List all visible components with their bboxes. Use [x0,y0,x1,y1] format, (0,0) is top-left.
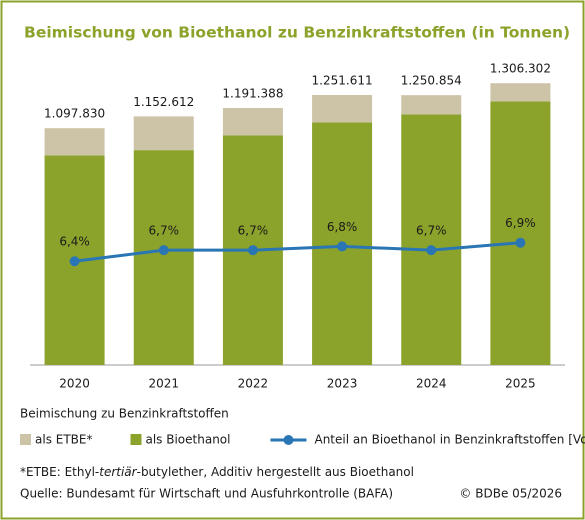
footnote-part: tertiär [99,465,137,479]
point-label: 6,7% [238,224,269,238]
legend-title: Beimischung zu Benzinkraftstoffen [20,407,229,421]
legend-label: als ETBE* [35,433,92,447]
line [74,241,521,263]
total-label: 1.191.388 [222,87,283,101]
total-label: 1.306.302 [490,62,551,76]
bar-segment [133,116,194,151]
line-point [247,245,258,256]
line-point [158,245,169,256]
copyright: © BDBe 05/2026 [459,487,562,501]
point-label: 6,7% [416,224,447,238]
line-point [337,241,348,252]
point-label: 6,9% [505,216,536,230]
footnote: *ETBE: Ethyl-tertiär-butylether, Additiv… [20,465,414,479]
source: Quelle: Bundesamt für Wirtschaft und Aus… [20,487,393,501]
x-tick-label: 2020 [59,377,90,391]
legend-point [283,435,294,445]
bar-segment [490,101,551,365]
total-label: 1.251.611 [312,74,373,88]
bar-segment [44,128,105,156]
x-tick-label: 2024 [416,377,447,391]
point-label: 6,4% [59,235,90,249]
line-point [426,245,437,256]
total-label: 1.250.854 [401,74,462,88]
x-tick-label: 2023 [327,377,358,391]
bar-segment [490,83,551,102]
x-tick-label: 2022 [238,377,269,391]
x-tick-label: 2025 [505,377,536,391]
footnote-part: *ETBE: Ethyl- [20,465,99,479]
bar-segment [401,114,462,365]
total-label: 1.097.830 [44,107,105,121]
bar-segment [133,150,194,365]
x-tick-label: 2021 [148,377,179,391]
legend-label: als Bioethanol [145,433,230,447]
bar-segment [222,108,283,136]
line-point [69,256,80,267]
footnote-part: -butylether, Additiv hergestellt aus Bio… [137,465,414,479]
bar-segment [401,95,462,115]
total-label: 1.152.612 [133,95,194,109]
legend-swatch [130,434,142,445]
point-label: 6,8% [327,220,358,234]
bar-segment [312,95,373,123]
legend-label: Anteil an Bioethanol in Benzinkraftstoff… [314,433,585,447]
line-point [515,237,526,248]
legend-swatch [20,434,31,445]
chart-title: Beimischung von Bioethanol zu Benzinkraf… [24,24,570,42]
point-label: 6,7% [149,224,180,238]
